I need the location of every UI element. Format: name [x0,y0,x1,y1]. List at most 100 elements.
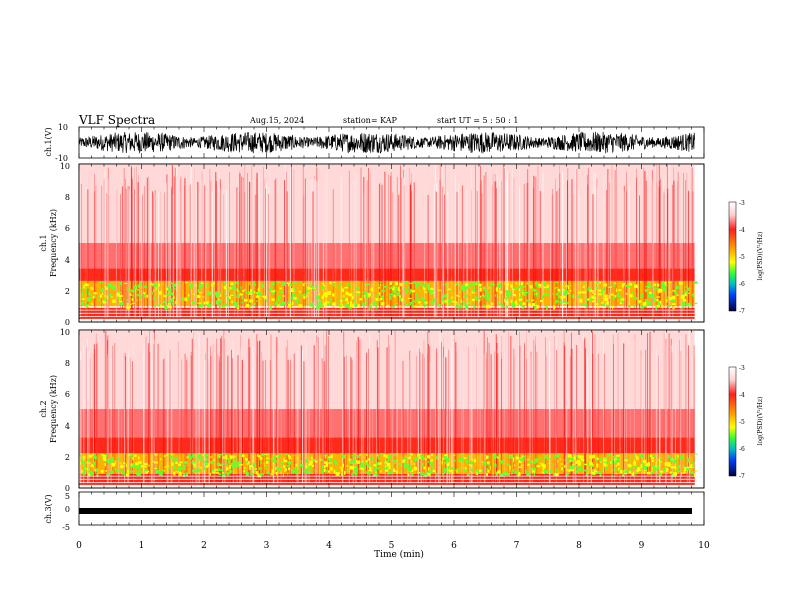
spectrogram-speckle [511,301,513,305]
spectrogram-speckle [342,463,344,468]
spectrogram-speckle [513,302,516,306]
spectrogram-speckle [625,284,628,287]
spectrogram-speckle [167,301,170,304]
spectrogram-speckle [284,470,286,472]
spectrogram-speckle [99,294,102,298]
spectrogram-speckle [682,301,685,306]
spectrogram-speckle [258,297,260,301]
spectrogram-speckle [599,281,601,284]
spectrogram-speckle [629,454,632,457]
spectrogram-speckle [85,304,88,307]
spectrogram-speckle [632,282,635,285]
spectrogram-speckle [391,286,394,289]
spectrogram-speckle [219,292,222,295]
spectrogram-speckle [478,299,481,302]
spectrogram-speckle [421,454,423,457]
cb1-tick-m6: -6 [739,281,745,288]
spectrogram-speckle [250,454,252,457]
spectrogram-speckle [506,294,510,297]
spectrogram-speckle [511,470,514,475]
spectrogram-speckle [139,282,143,286]
spectrogram-speckle [206,282,209,285]
spectrogram-speckle [500,473,504,477]
spectrogram-speckle [109,294,112,298]
spectrogram-speckle [499,291,503,294]
spectrogram-speckle [674,464,676,469]
spectrogram-speckle [81,291,84,295]
spectrogram-speckle [357,456,361,458]
spectrogram-speckle [200,303,204,308]
spectrogram-speckle [612,296,616,299]
spectrogram-speckle [495,287,498,291]
spectrogram-speckle [83,284,85,289]
spectrogram-speckle [518,459,522,464]
ch1-spectrogram-panel: 0 2 4 6 8 10 ch.1 Frequency (kHz) [39,162,705,327]
spectrogram-speckle [375,471,378,473]
spectrogram-speckle [464,303,468,307]
spectrogram-speckle [339,300,343,302]
spectrogram-speckle [360,467,364,470]
spectrogram-speckle [219,469,224,471]
spectrogram-speckle [103,458,106,462]
spectrogram-speckle [552,292,555,295]
spectrogram-speckle [563,465,566,468]
spectrogram-speckle [546,306,548,310]
spectrogram-speckle [343,295,345,298]
spectrogram-speckle [653,299,656,302]
spectrogram-speckle [117,457,120,461]
spectrogram-speckle [659,288,663,293]
spectrogram-speckle [221,463,224,466]
spectrogram-speckle [224,286,227,290]
spectrogram-speckle [589,289,593,292]
spectrogram-speckle [187,294,190,297]
spectrogram-speckle [649,291,652,295]
spectrogram-speckle [229,287,233,290]
spectrogram-speckle [608,292,611,295]
spectrogram-speckle [255,471,258,475]
spectrogram-speckle [89,472,94,476]
spectrogram-speckle [477,458,479,462]
spectrogram-speckle [637,300,642,303]
spectrogram-speckle [260,460,262,464]
spectrogram-speckle [431,457,435,459]
spectrogram-speckle [136,294,141,297]
spectrogram-speckle [224,463,229,466]
spectrogram-speckle [188,454,190,458]
spectrogram-speckle [213,459,216,461]
spectrogram-speckle [192,465,195,468]
spectrogram-speckle [155,282,158,287]
cb1-tick-m3: -3 [739,200,745,207]
spectrogram-speckle [588,286,592,290]
spectrogram-speckle [589,455,593,459]
spectrogram-speckle [589,462,593,466]
station-label: station= KAP [343,116,398,125]
spectrogram-speckle [175,471,179,473]
spectrogram-speckle [457,460,461,462]
spectrogram-speckle [589,459,591,462]
spectrogram-speckle [656,298,659,301]
spectrogram-speckle [111,285,116,290]
spectrogram-speckle [102,456,106,461]
spectrogram-speckle [569,284,572,287]
spectrogram-speckle [157,283,160,287]
spectrogram-speckle [409,453,413,456]
spectrogram-speckle [625,292,628,295]
spectrogram-speckle [169,299,173,303]
spectrogram-speckle [429,289,433,293]
spectrogram-speckle [416,297,419,302]
spectrogram-speckle [256,300,260,302]
spectrogram-speckle [248,467,251,470]
spectrogram-speckle [521,281,524,286]
spectrogram-speckle [604,283,608,287]
spectrogram-speckle [164,296,167,299]
spectrogram-speckle [676,457,678,460]
spectrogram-speckle [239,292,241,294]
spectrogram-speckle [536,294,539,297]
spectrogram-speckle [110,470,114,474]
spectrogram-speckle [225,455,228,460]
spectrogram-speckle [299,281,302,283]
spectrogram-speckle [413,281,416,284]
spectrogram-speckle [596,281,601,283]
spectrogram-speckle [233,282,236,285]
spectrogram-speckle [664,462,668,466]
